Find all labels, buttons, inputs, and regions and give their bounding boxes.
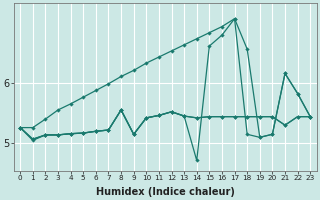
X-axis label: Humidex (Indice chaleur): Humidex (Indice chaleur): [96, 187, 235, 197]
